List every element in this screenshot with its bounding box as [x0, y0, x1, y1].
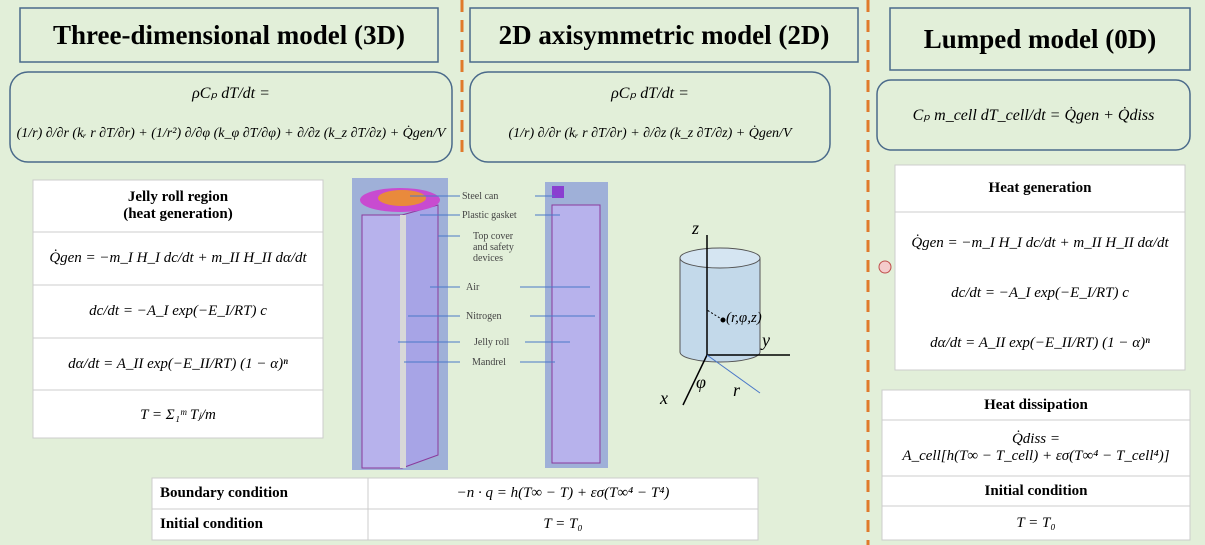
- marker: [878, 260, 892, 274]
- table-cell: −n · q = h(T∞ − T) + εσ(T∞⁴ − T⁴): [456, 485, 670, 501]
- figure-label: Top cover and safety devices: [473, 231, 514, 264]
- table-cell: dc/dt = −A_I exp(−E_I/RT) c: [951, 284, 1129, 301]
- table: [894, 164, 1186, 371]
- table-cell: T = T₀: [1016, 514, 1056, 531]
- table-cell: dc/dt = −A_I exp(−E_I/RT) c: [89, 303, 267, 319]
- title: Lumped model (0D): [923, 23, 1157, 54]
- title-box: [889, 7, 1191, 71]
- axis-label: r: [733, 380, 741, 400]
- cell-3d: [352, 178, 448, 470]
- figure-label: Air: [466, 282, 480, 293]
- equation-box: [876, 79, 1191, 151]
- equation: (1/r) ∂/∂r (kᵣ r ∂T/∂r) + ∂/∂z (k_z ∂T/∂…: [508, 126, 792, 141]
- figure-label: Jelly roll: [474, 337, 510, 348]
- coordinate-system: [679, 235, 790, 406]
- table-cell: Q̇gen = −m_I H_I dc/dt + m_II H_II dα/dt: [911, 234, 1169, 251]
- equation-box: [469, 71, 831, 163]
- figure-label: Plastic gasket: [462, 210, 517, 221]
- table-cell: T = Σ₁ᵐ Tⱼ/m: [140, 406, 216, 423]
- table-header: Heat dissipation: [984, 396, 1088, 413]
- table: [881, 389, 1191, 541]
- table-header: Jelly roll region (heat generation): [123, 189, 233, 222]
- table-cell: Initial condition: [160, 516, 263, 532]
- table-cell: T = T₀: [543, 516, 583, 532]
- table-cell: dα/dt = A_II exp(−E_II/RT) (1 − α)ⁿ: [930, 334, 1150, 351]
- cell-2d: [545, 182, 608, 468]
- table-header: Initial condition: [984, 482, 1088, 499]
- axis-label: x: [660, 388, 668, 408]
- equation: Cₚ m_cell dT_cell/dt = Q̇gen + Q̇diss: [912, 107, 1155, 124]
- axis-label: φ: [696, 372, 706, 392]
- table-cell: dα/dt = A_II exp(−E_II/RT) (1 − α)ⁿ: [68, 355, 288, 372]
- table: [32, 179, 324, 439]
- table-cell: Q̇diss = A_cell[h(T∞ − T_cell) + εσ(T∞⁴ …: [902, 431, 1170, 464]
- figure-label: Nitrogen: [466, 311, 502, 322]
- axis-label: z: [692, 218, 700, 238]
- axis-label: y: [762, 330, 770, 350]
- table-cell: Q̇gen = −m_I H_I dc/dt + m_II H_II dα/dt: [49, 250, 307, 266]
- table-header: Heat generation: [988, 180, 1092, 196]
- equation: ρCₚ dT/dt =: [192, 85, 270, 102]
- title-box: [19, 7, 439, 63]
- equation: ρCₚ dT/dt =: [611, 85, 689, 102]
- figure-label: Mandrel: [472, 357, 506, 368]
- title: 2D axisymmetric model (2D): [498, 19, 830, 50]
- figure-label: Steel can: [462, 191, 499, 202]
- equation-box: [9, 71, 453, 163]
- equation: (1/r) ∂/∂r (kᵣ r ∂T/∂r) + (1/r²) ∂/∂φ (k…: [16, 126, 446, 141]
- title-box: [469, 7, 859, 63]
- title: Three-dimensional model (3D): [53, 19, 405, 50]
- table-cell: Boundary condition: [160, 485, 288, 501]
- axis-label: (r,φ,z): [726, 310, 762, 326]
